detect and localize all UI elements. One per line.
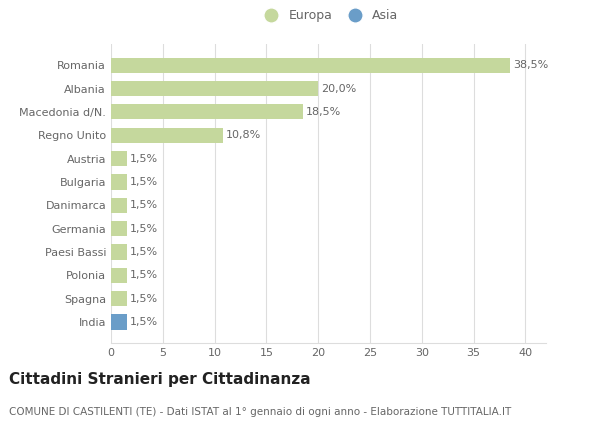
- Bar: [111, 81, 318, 96]
- Text: 38,5%: 38,5%: [513, 60, 548, 70]
- Text: 10,8%: 10,8%: [226, 130, 261, 140]
- Bar: [111, 221, 127, 236]
- Bar: [111, 268, 127, 283]
- Bar: [111, 315, 127, 330]
- Text: 1,5%: 1,5%: [130, 293, 158, 304]
- Text: 1,5%: 1,5%: [130, 270, 158, 280]
- Legend: Europa, Asia: Europa, Asia: [254, 5, 403, 26]
- Text: 1,5%: 1,5%: [130, 317, 158, 327]
- Bar: [111, 104, 302, 120]
- Text: 1,5%: 1,5%: [130, 177, 158, 187]
- Bar: [111, 244, 127, 260]
- Bar: [111, 128, 223, 143]
- Text: 1,5%: 1,5%: [130, 154, 158, 164]
- Text: 20,0%: 20,0%: [321, 84, 356, 94]
- Text: 1,5%: 1,5%: [130, 247, 158, 257]
- Text: Cittadini Stranieri per Cittadinanza: Cittadini Stranieri per Cittadinanza: [9, 372, 311, 387]
- Bar: [111, 291, 127, 306]
- Text: 1,5%: 1,5%: [130, 224, 158, 234]
- Bar: [111, 174, 127, 190]
- Bar: [111, 151, 127, 166]
- Text: 1,5%: 1,5%: [130, 200, 158, 210]
- Bar: [111, 58, 510, 73]
- Bar: [111, 198, 127, 213]
- Text: COMUNE DI CASTILENTI (TE) - Dati ISTAT al 1° gennaio di ogni anno - Elaborazione: COMUNE DI CASTILENTI (TE) - Dati ISTAT a…: [9, 407, 511, 417]
- Text: 18,5%: 18,5%: [306, 107, 341, 117]
